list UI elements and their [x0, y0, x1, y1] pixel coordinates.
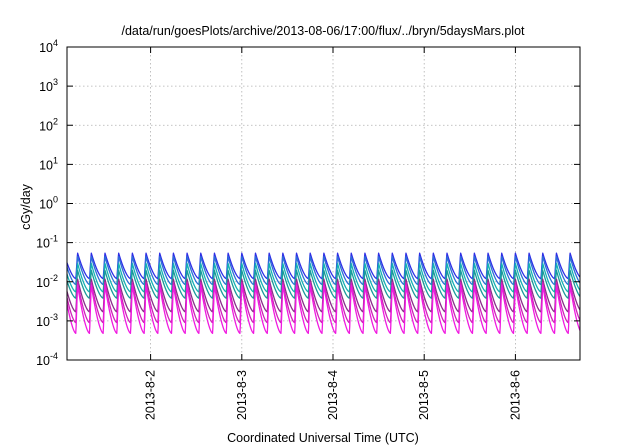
- y-tick-label: 10-4: [36, 351, 58, 368]
- series-line-7: [66, 284, 581, 334]
- x-tick-label: 2013-8-2: [144, 370, 158, 420]
- series-line-3: [66, 262, 581, 293]
- x-tick-label: 2013-8-5: [417, 370, 431, 420]
- y-tick-label: 101: [39, 155, 58, 172]
- y-tick-label: 10-1: [36, 234, 58, 251]
- grid: [67, 46, 580, 361]
- x-tick-label: 2013-8-6: [508, 370, 522, 420]
- chart-title: /data/run/goesPlots/archive/2013-08-06/1…: [121, 24, 525, 38]
- y-axis: 104 103 102 101 100 10-1 10-2 10-3 10-4: [36, 38, 580, 368]
- x-axis: 2013-8-2 2013-8-3 2013-8-4 2013-8-5 2013-8-6: [144, 47, 522, 420]
- y-tick-label: 10-3: [36, 312, 58, 329]
- series-group: [66, 252, 581, 334]
- y-axis-label: cGy/day: [19, 183, 33, 230]
- x-tick-label: 2013-8-3: [235, 370, 249, 420]
- series-line-2: [66, 255, 581, 286]
- y-tick-label: 104: [39, 38, 58, 55]
- x-axis-label: Coordinated Universal Time (UTC): [227, 431, 419, 445]
- y-tick-label: 100: [39, 195, 58, 212]
- y-tick-label: 102: [39, 116, 58, 133]
- x-tick-label: 2013-8-4: [326, 370, 340, 420]
- y-tick-label: 103: [39, 77, 58, 94]
- series-line-4: [66, 269, 581, 299]
- y-tick-label: 10-2: [36, 273, 58, 290]
